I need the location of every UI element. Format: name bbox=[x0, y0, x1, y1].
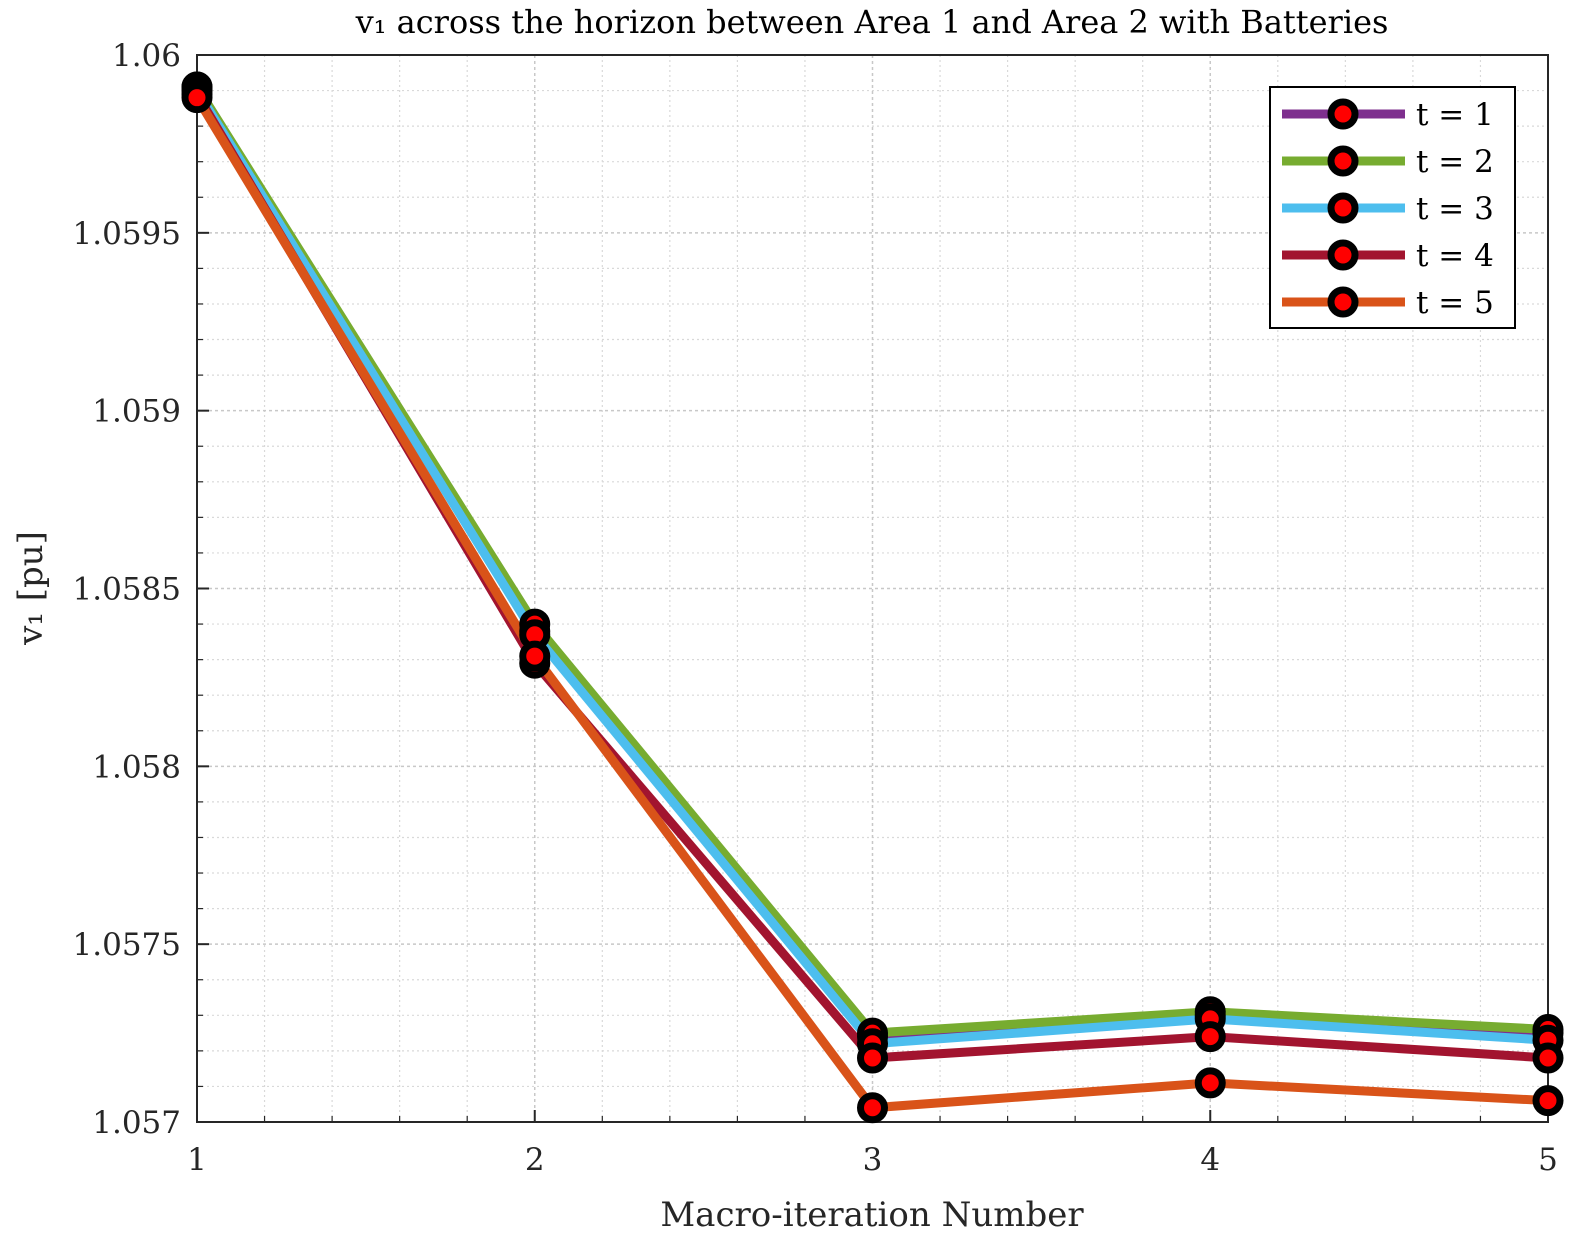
data-point-t5 bbox=[181, 82, 213, 114]
legend-label-t2: t = 2 bbox=[1416, 144, 1494, 180]
y-tick-label: 1.0585 bbox=[73, 572, 181, 608]
legend-marker-t2 bbox=[1327, 145, 1359, 177]
data-point-t4 bbox=[1532, 1042, 1564, 1074]
legend-marker-t4 bbox=[1327, 239, 1359, 271]
data-point-t4 bbox=[857, 1042, 888, 1074]
y-tick-label: 1.059 bbox=[92, 394, 181, 430]
data-point-t5 bbox=[857, 1092, 888, 1124]
y-tick-label: 1.057 bbox=[92, 1105, 181, 1141]
x-tick-label: 4 bbox=[1200, 1142, 1220, 1178]
x-tick-label: 2 bbox=[525, 1142, 545, 1178]
y-axis-label: v₁ [pu] bbox=[11, 531, 51, 646]
x-axis-label: Macro-iteration Number bbox=[660, 1195, 1084, 1235]
data-point-t5 bbox=[1532, 1085, 1564, 1117]
legend-label-t5: t = 5 bbox=[1416, 285, 1494, 321]
chart-title: v₁ across the horizon between Area 1 and… bbox=[355, 3, 1389, 41]
x-axis-ticks: 1 2 3 4 5 bbox=[187, 1110, 1558, 1178]
legend-label-t1: t = 1 bbox=[1416, 97, 1494, 133]
legend-marker-t5 bbox=[1327, 286, 1359, 318]
legend: t = 1 t = 2 t = 3 t = 4 t = 5 bbox=[1269, 86, 1516, 329]
y-tick-label: 1.06 bbox=[112, 38, 181, 74]
x-tick-label: 3 bbox=[863, 1142, 883, 1178]
data-point-t5 bbox=[1194, 1067, 1226, 1099]
y-tick-label: 1.058 bbox=[92, 749, 181, 785]
legend-marker-t1 bbox=[1327, 98, 1359, 130]
legend-marker-t3 bbox=[1327, 192, 1359, 224]
series-markers bbox=[181, 71, 1564, 1124]
y-tick-label: 1.0595 bbox=[73, 216, 181, 252]
x-tick-label: 5 bbox=[1538, 1142, 1558, 1178]
data-point-t4 bbox=[1194, 1021, 1226, 1053]
y-axis-ticks: 1.057 1.0575 1.058 1.0585 1.059 1.0595 1.06 bbox=[73, 38, 209, 1141]
y-tick-label: 1.0575 bbox=[73, 927, 181, 963]
legend-label-t4: t = 4 bbox=[1416, 238, 1494, 274]
x-tick-label: 1 bbox=[187, 1142, 207, 1178]
legend-label-t3: t = 3 bbox=[1416, 191, 1494, 227]
data-point-t5 bbox=[519, 640, 551, 672]
